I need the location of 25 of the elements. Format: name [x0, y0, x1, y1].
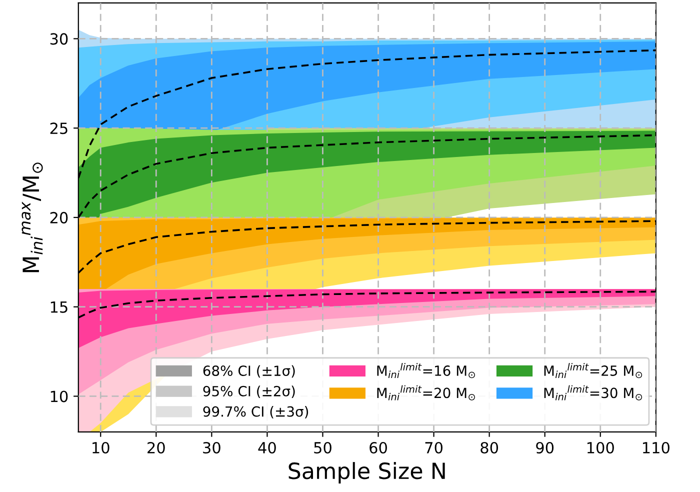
- x-tick-label: 50: [314, 442, 332, 454]
- x-tick-label: 70: [425, 442, 442, 454]
- annotation: 95% CI (±2σ): [203, 386, 295, 398]
- y-tick-label: 20: [50, 212, 68, 224]
- x-tick-label: 40: [258, 442, 276, 454]
- y-tick-label: 15: [50, 302, 68, 313]
- y-tick-label: 30: [50, 33, 68, 45]
- y-axis-title: M$_{ini}$$^{max}$/M$_{⊙}$: [22, 162, 43, 272]
- legend-label: M$_{ini}$$^{limit}$=30 M$_{⊙}$: [544, 385, 642, 400]
- y-tick-label: 10: [50, 390, 68, 402]
- x-tick-label: 20: [148, 442, 165, 454]
- x-tick-label: 10: [92, 442, 110, 454]
- annotation: 68% CI (±1σ): [203, 365, 295, 378]
- x-tick-label: 30: [203, 442, 220, 454]
- legend-label: M$_{ini}$$^{limit}$=20 M$_{⊙}$: [377, 385, 475, 400]
- legend-label: M$_{ini}$$^{limit}$=16 M$_{⊙}$: [377, 363, 475, 378]
- x-tick-label: 60: [370, 442, 387, 454]
- y-tick-label: 25: [50, 122, 68, 134]
- x-tick-label: 80: [480, 442, 498, 454]
- x-axis-title: Sample Size N: [288, 462, 445, 484]
- x-tick-label: 110: [642, 442, 670, 454]
- annotation: 99.7% CI (±3σ): [203, 406, 308, 418]
- x-tick-label: 90: [536, 442, 554, 454]
- x-tick-label: 100: [587, 442, 614, 454]
- legend-label: M$_{ini}$$^{limit}$=25 M$_{⊙}$: [544, 363, 642, 378]
